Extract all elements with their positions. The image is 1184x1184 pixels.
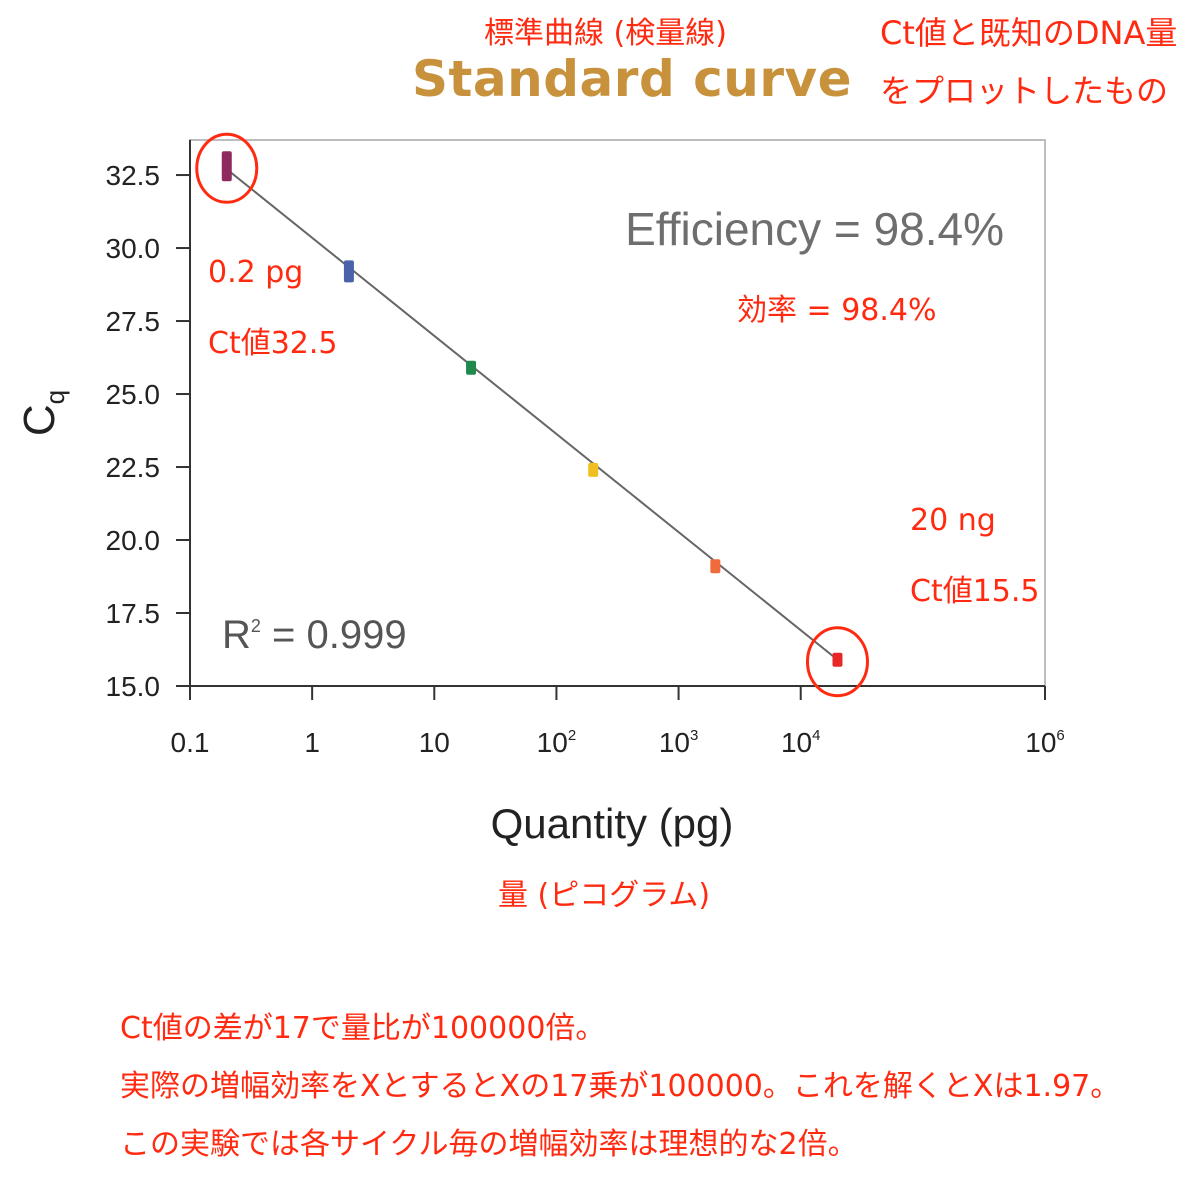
x-axis-label-japanese: 量 (ピコグラム) [498, 878, 711, 913]
fit-line [226, 168, 839, 661]
y-tick-label: 25.0 [106, 379, 161, 410]
x-tick-label: 104 [781, 727, 821, 758]
explanation-line-3: この実験では各サイクル毎の増幅効率は理想的な2倍。 [120, 1127, 858, 1162]
x-tick-label: 0.1 [171, 727, 210, 758]
r-squared-text: R2 = 0.999 [222, 613, 407, 657]
data-point [588, 462, 599, 477]
x-tick-label: 102 [537, 727, 577, 758]
note-top-right-line2: をプロットしたもの [880, 72, 1169, 110]
data-point [343, 260, 354, 283]
explanation-line-2: 実際の増幅効率をXとするとXの17乗が100000。これを解くとXは1.97。 [120, 1069, 1121, 1104]
x-axis-label: Quantity (pg) [491, 800, 734, 847]
data-point [221, 151, 232, 182]
x-tick-label: 103 [659, 727, 699, 758]
y-tick-label: 20.0 [106, 525, 161, 556]
chart-title-japanese: 標準曲線 (検量線) [484, 16, 727, 51]
efficiency-japanese-label: 効率 = 98.4% [737, 293, 937, 328]
x-tick-label: 10 [419, 727, 450, 758]
high-point-ct-label: Ct値15.5 [910, 574, 1040, 609]
efficiency-text: Efficiency = 98.4% [625, 203, 1004, 255]
chart-title: Standard curve [412, 50, 853, 108]
low-point-ct-label: Ct値32.5 [208, 326, 338, 361]
data-point [832, 652, 843, 667]
x-tick-label: 106 [1025, 727, 1065, 758]
data-point [710, 559, 721, 574]
y-axis-label: Cq [15, 390, 70, 436]
y-tick-label: 17.5 [106, 598, 161, 629]
y-tick-label: 32.5 [106, 160, 161, 191]
note-top-right-line1: Ct値と既知のDNA量 [880, 14, 1178, 52]
y-tick-label: 30.0 [106, 233, 161, 264]
highlight-circle [805, 626, 869, 698]
low-point-amount-label: 0.2 pg [208, 255, 304, 290]
high-point-amount-label: 20 ng [910, 503, 996, 538]
explanation-line-1: Ct値の差が17で量比が100000倍。 [120, 1011, 606, 1046]
data-point [466, 360, 477, 375]
y-tick-label: 15.0 [106, 671, 161, 702]
highlight-circle [195, 132, 259, 204]
y-tick-label: 22.5 [106, 452, 161, 483]
x-tick-label: 1 [304, 727, 320, 758]
y-tick-label: 27.5 [106, 306, 161, 337]
